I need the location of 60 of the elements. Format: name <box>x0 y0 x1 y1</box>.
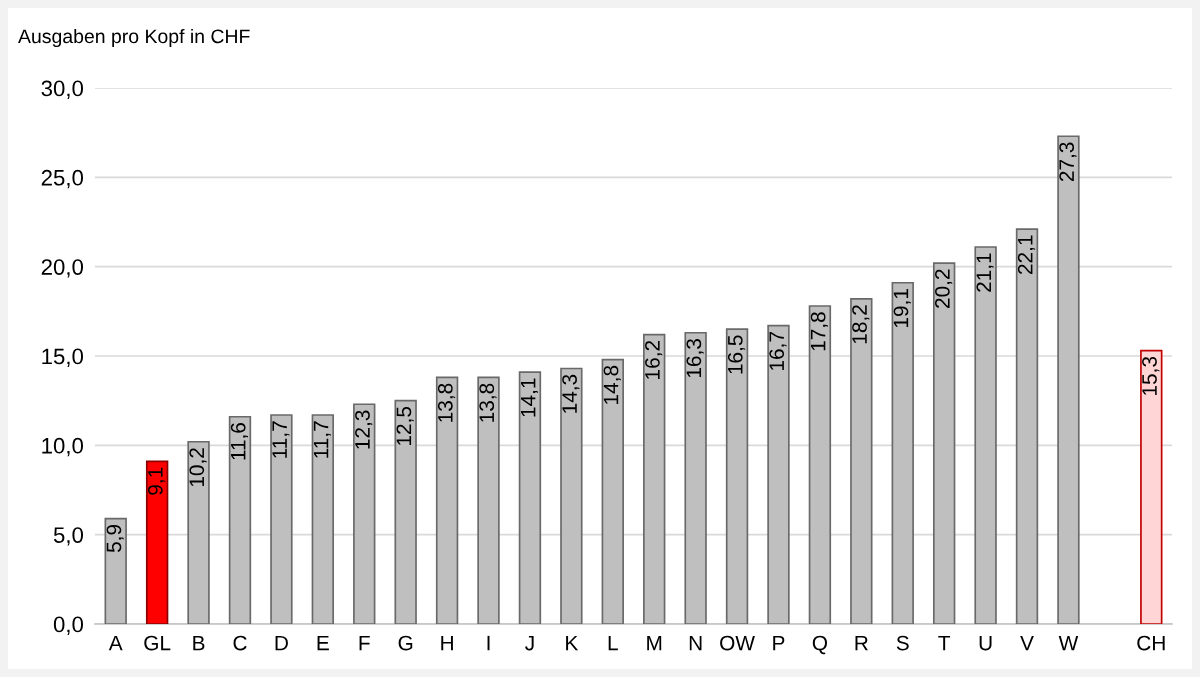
data-label: 9,1 <box>147 467 166 495</box>
data-label: 13,8 <box>437 383 456 422</box>
x-tick-label: S <box>896 635 909 651</box>
y-tick-label: 5,0 <box>53 527 84 546</box>
y-tick-label: 25,0 <box>41 169 84 189</box>
data-label: 19,1 <box>893 289 911 328</box>
data-label: 11,7 <box>313 421 331 458</box>
x-tick-label: P <box>773 635 785 651</box>
data-label: 16,7 <box>769 332 787 370</box>
x-tick-label: F <box>359 635 370 651</box>
bar <box>1140 349 1163 624</box>
x-tick-label: N <box>689 635 702 651</box>
x-tick-label: U <box>979 635 992 651</box>
data-label: 11,7 <box>272 421 290 458</box>
data-label: 17,8 <box>810 312 828 351</box>
x-tick-label: A <box>108 635 123 651</box>
y-tick-label: 30,0 <box>41 80 84 99</box>
x-tick-label: L <box>608 635 618 651</box>
x-tick-label: GL <box>144 635 171 651</box>
x-tick-label: R <box>855 635 868 651</box>
x-tick-label: Q <box>812 635 828 655</box>
data-label: 14,3 <box>562 374 580 413</box>
x-tick-label: C <box>233 635 247 651</box>
x-tick-label: T <box>938 635 951 651</box>
y-tick-label: 20,0 <box>41 259 84 278</box>
x-tick-label: B <box>193 635 205 651</box>
x-tick-label: CH <box>1137 635 1165 651</box>
data-label: 22,1 <box>1017 235 1036 274</box>
data-label: 12,5 <box>396 406 414 445</box>
data-label: 16,5 <box>727 335 746 374</box>
x-tick-label: J <box>525 635 534 651</box>
data-label: 12,3 <box>355 410 373 449</box>
bar <box>145 460 169 624</box>
x-tick-label: H <box>441 635 453 651</box>
y-tick-label: 10,0 <box>42 437 84 457</box>
data-label: 13,8 <box>479 383 497 422</box>
data-label: 21,1 <box>976 253 994 292</box>
x-tick-label: E <box>317 635 329 651</box>
x-tick-label: G <box>398 635 413 651</box>
y-tick-label: 15,0 <box>42 348 84 367</box>
data-label: 27,3 <box>1059 142 1077 182</box>
x-tick-label: I <box>487 635 490 651</box>
data-label: 14,8 <box>603 365 621 404</box>
data-label: 10,2 <box>189 448 207 487</box>
data-label: 16,2 <box>645 340 663 379</box>
data-label: 14,1 <box>521 378 538 417</box>
data-label: 18,2 <box>852 305 870 344</box>
data-label: 20,2 <box>935 269 953 308</box>
data-label: 5,9 <box>106 524 124 553</box>
x-tick-label: V <box>1020 635 1034 651</box>
data-label: 15,3 <box>1142 356 1160 395</box>
data-label: 11,6 <box>230 423 249 460</box>
x-tick-label: W <box>1058 635 1079 651</box>
x-tick-label: M <box>647 635 662 651</box>
chart-title: Ausgaben pro Kopf in CHF <box>18 28 250 48</box>
x-tick-label: D <box>275 635 288 651</box>
x-tick-label: OW <box>720 635 755 651</box>
x-tick-label: K <box>566 635 579 651</box>
y-tick-label: 0,0 <box>53 616 84 635</box>
data-label: 16,3 <box>686 339 704 378</box>
